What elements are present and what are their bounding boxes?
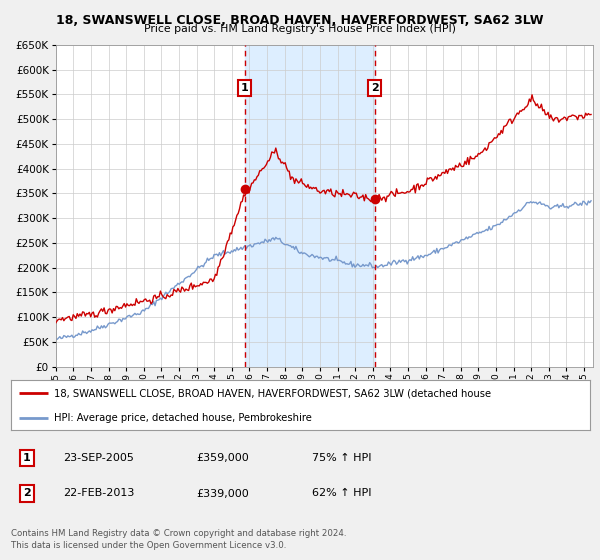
Text: Price paid vs. HM Land Registry's House Price Index (HPI): Price paid vs. HM Land Registry's House … bbox=[144, 24, 456, 34]
Text: 62% ↑ HPI: 62% ↑ HPI bbox=[312, 488, 371, 498]
Bar bbox=[245, 45, 375, 367]
Text: 18, SWANSWELL CLOSE, BROAD HAVEN, HAVERFORDWEST, SA62 3LW (detached house: 18, SWANSWELL CLOSE, BROAD HAVEN, HAVERF… bbox=[54, 388, 491, 398]
Text: 2: 2 bbox=[371, 83, 379, 94]
Text: 18, SWANSWELL CLOSE, BROAD HAVEN, HAVERFORDWEST, SA62 3LW: 18, SWANSWELL CLOSE, BROAD HAVEN, HAVERF… bbox=[56, 14, 544, 27]
Text: £359,000: £359,000 bbox=[196, 453, 249, 463]
Text: 75% ↑ HPI: 75% ↑ HPI bbox=[312, 453, 371, 463]
Text: 22-FEB-2013: 22-FEB-2013 bbox=[63, 488, 134, 498]
Text: 1: 1 bbox=[241, 83, 248, 94]
Text: 1: 1 bbox=[23, 453, 31, 463]
Text: This data is licensed under the Open Government Licence v3.0.: This data is licensed under the Open Gov… bbox=[11, 541, 286, 550]
Text: Contains HM Land Registry data © Crown copyright and database right 2024.: Contains HM Land Registry data © Crown c… bbox=[11, 529, 346, 538]
Text: 2: 2 bbox=[23, 488, 31, 498]
Text: HPI: Average price, detached house, Pembrokeshire: HPI: Average price, detached house, Pemb… bbox=[54, 413, 312, 423]
Text: £339,000: £339,000 bbox=[196, 488, 249, 498]
Text: 23-SEP-2005: 23-SEP-2005 bbox=[63, 453, 134, 463]
